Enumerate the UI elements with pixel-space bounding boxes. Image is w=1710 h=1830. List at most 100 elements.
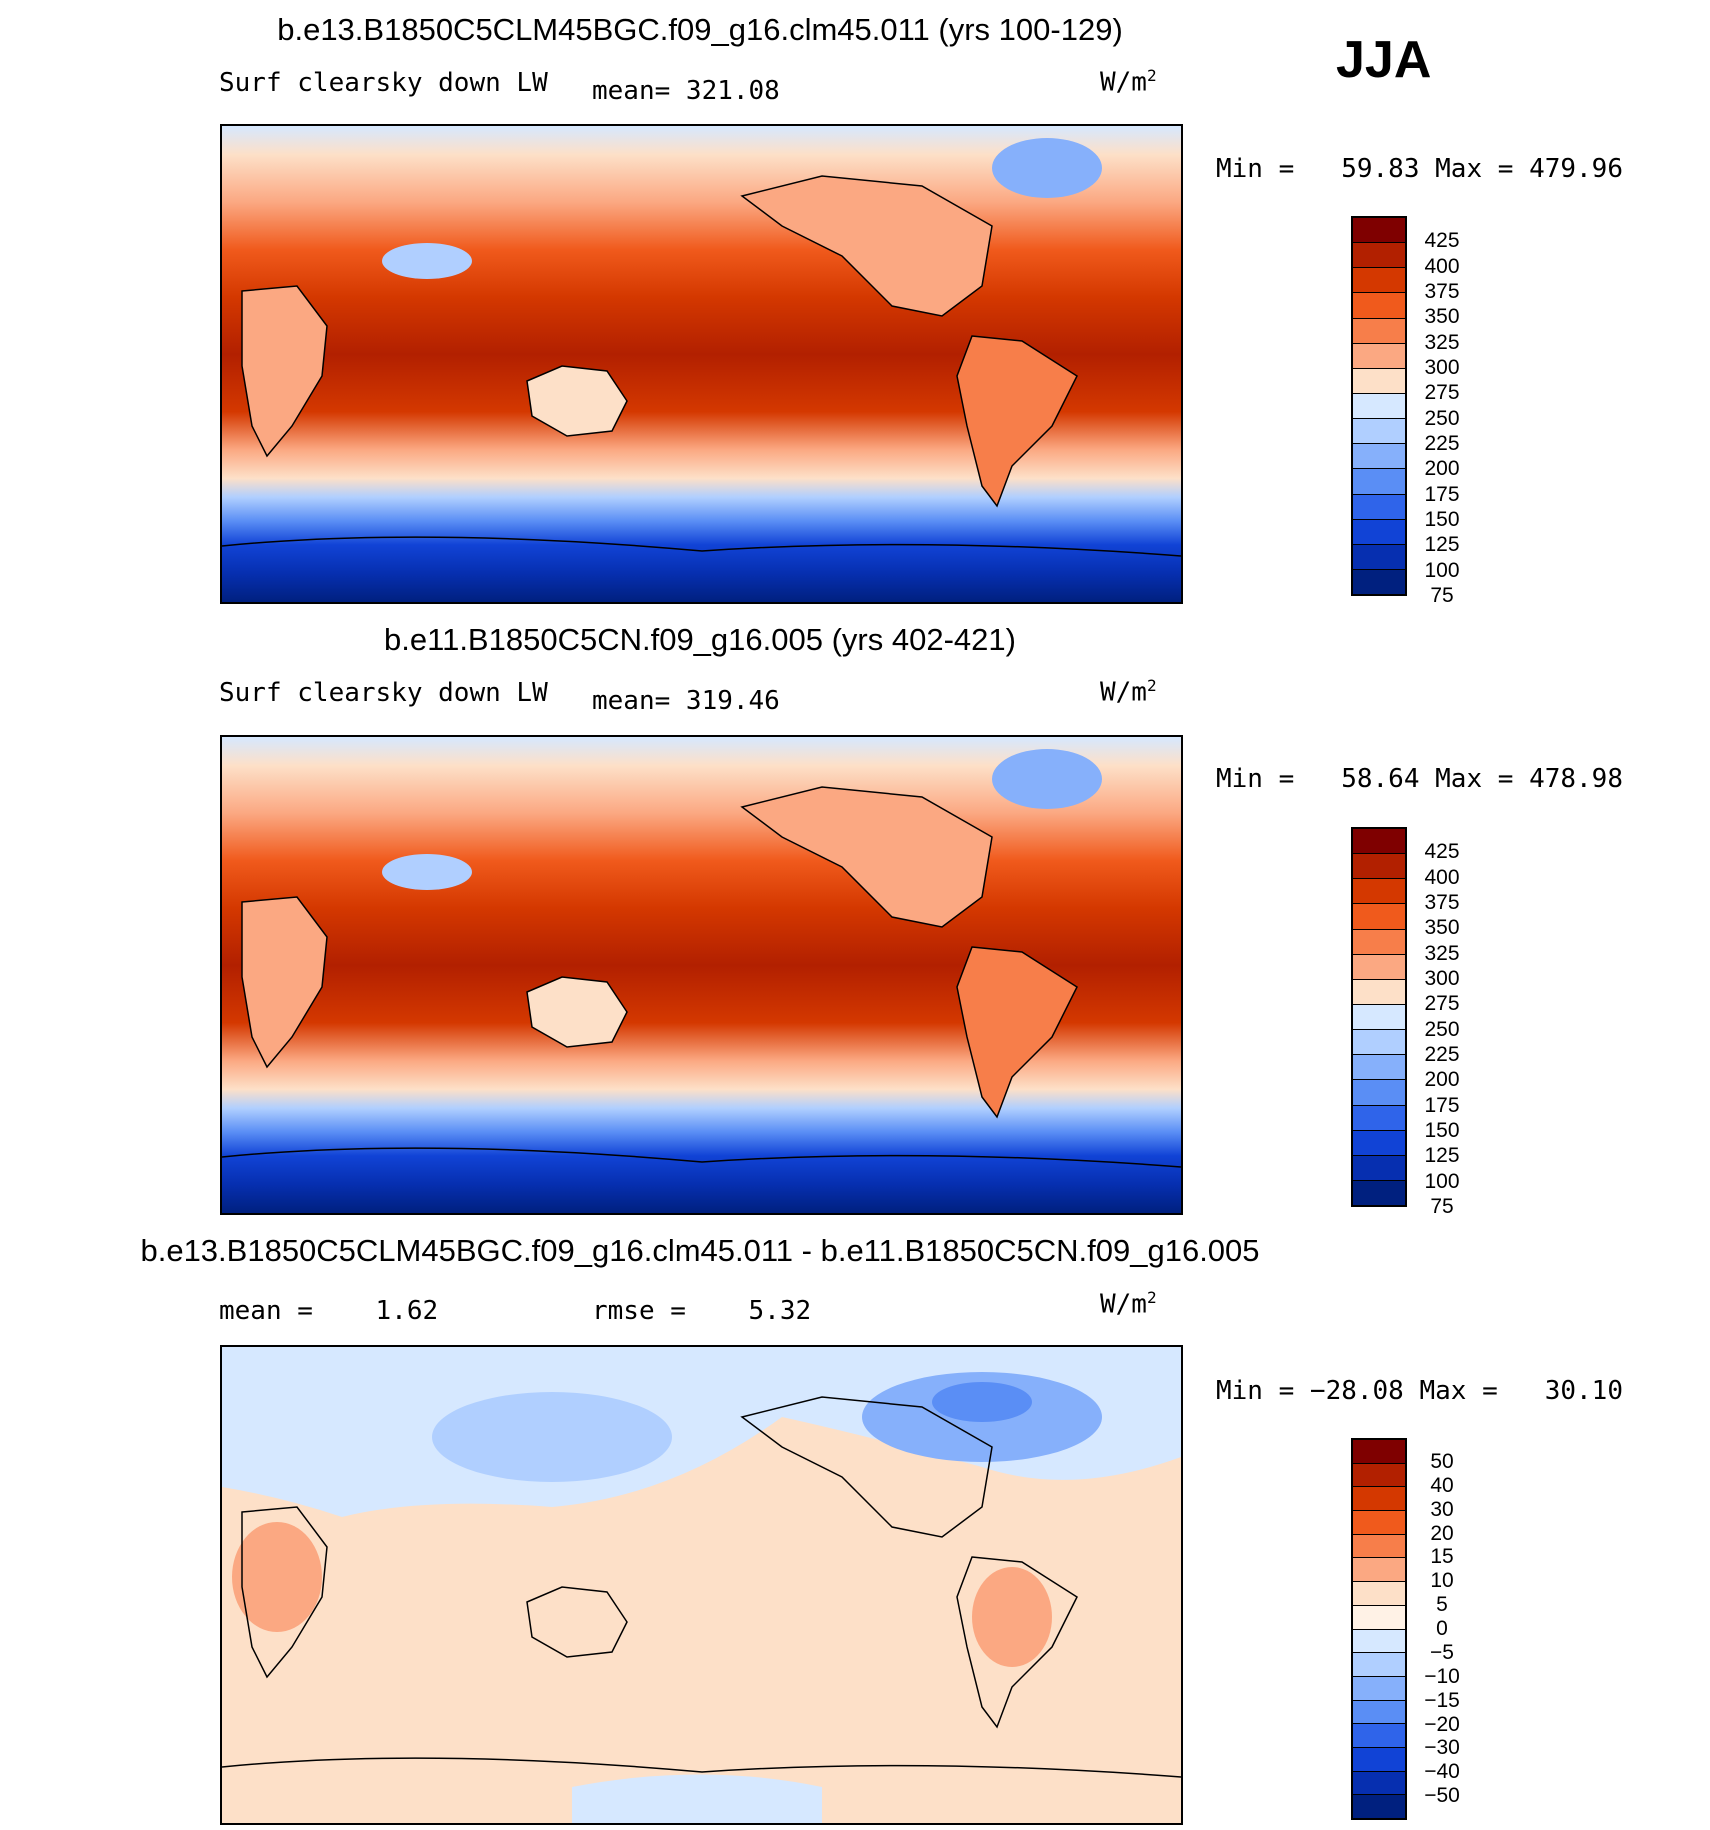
colorbar-swatch: [1353, 1724, 1405, 1748]
colorbar-swatch: [1353, 1771, 1405, 1796]
colorbar-tick-label: −5: [1430, 1640, 1454, 1664]
panel-1-map-field: [221, 126, 1182, 602]
panel-3-colorbar-labels: 50 40 30 20 15 10 5 0 −5 −10 −15 −20 −30 −40 −50: [1412, 1438, 1472, 1820]
colorbar-tick-label: 250: [1424, 406, 1460, 430]
colorbar-swatch: [1353, 318, 1405, 344]
colorbar-swatch: [1353, 1105, 1405, 1131]
panel-3-map: [220, 1345, 1183, 1825]
panel-1-map: [220, 124, 1183, 604]
panel-2-units: W/m2: [1100, 676, 1157, 708]
colorbar-tick-label: 300: [1424, 356, 1460, 379]
colorbar-swatch: [1353, 1180, 1405, 1206]
panel-2-map-field: [221, 737, 1182, 1213]
colorbar-tick-label: 350: [1424, 305, 1460, 329]
colorbar-swatch: [1353, 829, 1405, 855]
colorbar-swatch: [1353, 293, 1405, 319]
colorbar-swatch: [1353, 1511, 1405, 1535]
panel-2-variable: Surf clearsky down LW: [219, 678, 548, 708]
colorbar-swatch: [1353, 1030, 1405, 1056]
colorbar-tick-label: 400: [1424, 865, 1460, 889]
colorbar-swatch: [1353, 1080, 1405, 1106]
colorbar-swatch: [1353, 1676, 1405, 1701]
panel-1-title: b.e13.B1850C5CLM45BGC.f09_g16.clm45.011 …: [277, 12, 1123, 47]
panel-2-title: b.e11.B1850C5CN.f09_g16.005 (yrs 402-421…: [384, 622, 1016, 657]
colorbar-swatch: [1353, 419, 1405, 445]
colorbar-tick-label: 100: [1424, 558, 1460, 582]
colorbar-swatch: [1353, 879, 1405, 905]
colorbar-tick-label: 20: [1430, 1521, 1454, 1545]
panel-3-colorbar: [1351, 1438, 1407, 1820]
colorbar-tick-label: 5: [1436, 1593, 1448, 1617]
colorbar-tick-label: 425: [1424, 229, 1460, 253]
colorbar-tick-label: 175: [1424, 482, 1460, 506]
colorbar-swatch: [1353, 268, 1405, 294]
panel-3-minmax: Min = −28.08 Max = 30.10: [1216, 1376, 1623, 1406]
colorbar-tick-label: 150: [1424, 508, 1460, 531]
colorbar-tick-label: 40: [1430, 1473, 1454, 1497]
colorbar-tick-label: 375: [1424, 280, 1460, 303]
colorbar-tick-label: 10: [1430, 1569, 1454, 1593]
colorbar-tick-label: 375: [1424, 891, 1460, 914]
colorbar-swatch: [1353, 1653, 1405, 1677]
colorbar-tick-label: 200: [1424, 1068, 1460, 1092]
colorbar-swatch: [1353, 1440, 1405, 1464]
colorbar-tick-label: 125: [1424, 533, 1460, 557]
colorbar-swatch: [1353, 1700, 1405, 1725]
colorbar-tick-label: 0: [1436, 1617, 1448, 1640]
panel-2-mean: mean= 319.46: [592, 686, 780, 716]
colorbar-swatch: [1353, 1582, 1405, 1606]
panel-1-units: W/m2: [1100, 66, 1157, 98]
colorbar-swatch: [1353, 544, 1405, 570]
panel-2-map: [220, 735, 1183, 1215]
colorbar-swatch: [1353, 979, 1405, 1005]
colorbar-swatch: [1353, 1795, 1405, 1818]
panel-3-map-field: [221, 1347, 1182, 1823]
panel-1-variable: Surf clearsky down LW: [219, 68, 548, 98]
colorbar-tick-label: 325: [1424, 330, 1460, 354]
colorbar-tick-label: 75: [1430, 1195, 1454, 1218]
colorbar-tick-label: −20: [1424, 1712, 1460, 1736]
colorbar-swatch: [1353, 393, 1405, 420]
colorbar-swatch: [1353, 469, 1405, 495]
colorbar-tick-label: 225: [1424, 432, 1460, 455]
colorbar-tick-label: 275: [1424, 381, 1460, 405]
panel-2-colorbar-labels: 425 400 375 350 325 300 275 250 225 200 175 150 125 1…: [1412, 827, 1472, 1217]
colorbar-swatch: [1353, 444, 1405, 470]
colorbar-swatch: [1353, 569, 1405, 595]
colorbar-swatch: [1353, 904, 1405, 930]
colorbar-swatch: [1353, 1463, 1405, 1488]
colorbar-swatch: [1353, 218, 1405, 244]
colorbar-tick-label: 350: [1424, 916, 1460, 940]
colorbar-swatch: [1353, 954, 1405, 980]
colorbar-tick-label: −15: [1424, 1688, 1460, 1712]
colorbar-tick-label: 125: [1424, 1144, 1460, 1168]
colorbar-swatch: [1353, 243, 1405, 269]
panel-2-minmax: Min = 58.64 Max = 478.98: [1216, 764, 1623, 794]
colorbar-swatch: [1353, 1534, 1405, 1559]
colorbar-tick-label: 100: [1424, 1169, 1460, 1193]
colorbar-swatch: [1353, 343, 1405, 369]
colorbar-swatch: [1353, 1558, 1405, 1583]
colorbar-tick-label: −30: [1424, 1736, 1460, 1760]
colorbar-swatch: [1353, 1155, 1405, 1181]
panel-3-rmse: rmse = 5.32: [592, 1296, 812, 1326]
colorbar-tick-label: 175: [1424, 1093, 1460, 1117]
colorbar-tick-label: 15: [1430, 1545, 1454, 1569]
panel-3-mean: mean = 1.62: [219, 1296, 439, 1326]
colorbar-tick-label: 225: [1424, 1043, 1460, 1066]
colorbar-swatch: [1353, 1605, 1405, 1630]
colorbar-swatch: [1353, 1004, 1405, 1031]
panel-1-colorbar: [1351, 216, 1407, 596]
colorbar-tick-label: 325: [1424, 941, 1460, 965]
colorbar-swatch: [1353, 1747, 1405, 1772]
colorbar-swatch: [1353, 854, 1405, 880]
panel-2-colorbar: [1351, 827, 1407, 1207]
colorbar-tick-label: −10: [1424, 1664, 1460, 1688]
colorbar-swatch: [1353, 1487, 1405, 1512]
colorbar-tick-label: 300: [1424, 967, 1460, 990]
colorbar-tick-label: 75: [1430, 584, 1454, 607]
colorbar-tick-label: −50: [1424, 1784, 1460, 1808]
panel-3-units: W/m2: [1100, 1288, 1157, 1320]
colorbar-tick-label: 30: [1430, 1497, 1454, 1521]
colorbar-tick-label: 150: [1424, 1119, 1460, 1142]
